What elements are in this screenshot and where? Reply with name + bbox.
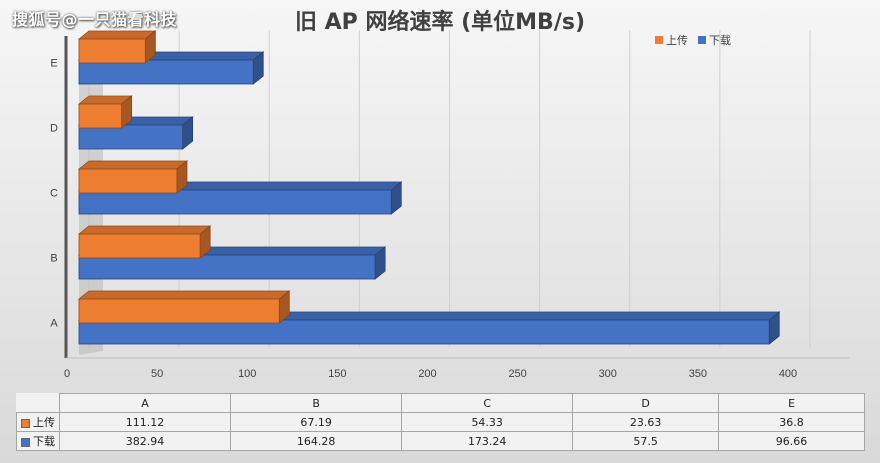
legend-label-download: 下载 — [709, 34, 731, 47]
y-tick-label: D — [50, 123, 58, 135]
data-table-cell: 111.12 — [58, 412, 232, 432]
data-table-row-download: 下载 382.94 164.28 173.24 57.5 96.66 — [16, 431, 865, 451]
x-tick-label: 50 — [151, 368, 163, 380]
watermark: 搜狐号@一只猫看科技 — [12, 10, 178, 29]
data-table-cell: 57.5 — [572, 431, 720, 451]
bar-upload — [78, 38, 146, 64]
legend: 上传 下载 — [655, 32, 731, 48]
x-tick-label: 0 — [64, 368, 70, 380]
bar-upload — [78, 168, 178, 194]
bar-top-face — [77, 225, 212, 235]
x-tick-label: 300 — [599, 368, 617, 380]
bar-download — [78, 189, 392, 215]
data-table-header: D — [572, 393, 720, 413]
data-table-cell: 67.19 — [230, 412, 403, 432]
chart-title: 旧 AP 网络速率 (单位MB/s) — [294, 10, 586, 35]
row-swatch-download — [21, 437, 30, 447]
bar-top-face — [77, 160, 189, 170]
data-table-corner — [16, 393, 60, 413]
data-table-header: C — [401, 393, 574, 413]
bar-download — [78, 319, 770, 345]
bar-upload — [78, 298, 280, 324]
row-label-download: 下载 — [33, 435, 55, 448]
x-tick-label: 150 — [328, 368, 346, 380]
row-swatch-upload — [21, 418, 30, 428]
legend-item-upload: 上传 — [655, 32, 688, 48]
data-table-row-label: 上传 — [16, 412, 60, 432]
data-table: A B C D E 上传 111.12 67.19 54.33 23.63 36… — [16, 393, 865, 451]
bar-upload — [78, 103, 122, 129]
data-table-header: B — [230, 393, 403, 413]
y-tick-label: C — [50, 188, 58, 200]
data-table-cell: 382.94 — [58, 431, 232, 451]
y-tick-label: A — [50, 318, 58, 330]
data-table-header-row: A B C D E — [16, 393, 865, 413]
data-table-header: A — [58, 393, 232, 413]
y-tick-label: E — [50, 58, 57, 70]
legend-swatch-upload — [655, 36, 663, 44]
data-table-cell: 54.33 — [401, 412, 574, 432]
bar-top-face — [77, 290, 291, 300]
data-table-cell: 23.63 — [572, 412, 720, 432]
data-table-row-upload: 上传 111.12 67.19 54.33 23.63 36.8 — [16, 412, 865, 432]
data-table-header: E — [718, 393, 865, 413]
row-label-upload: 上传 — [33, 416, 55, 429]
x-tick-label: 100 — [238, 368, 256, 380]
x-tick-label: 200 — [418, 368, 436, 380]
data-table-cell: 36.8 — [718, 412, 865, 432]
legend-swatch-download — [698, 36, 706, 44]
legend-label-upload: 上传 — [666, 34, 688, 47]
bar-download — [78, 254, 376, 280]
legend-item-download: 下载 — [698, 32, 731, 48]
x-tick-label: 350 — [689, 368, 707, 380]
x-tick-label: 250 — [508, 368, 526, 380]
bar-upload — [78, 233, 201, 259]
x-tick-label: 400 — [779, 368, 797, 380]
bar-download — [78, 59, 254, 85]
data-table-cell: 96.66 — [718, 431, 865, 451]
data-table-cell: 164.28 — [230, 431, 403, 451]
bar-download — [78, 124, 184, 150]
data-table-cell: 173.24 — [401, 431, 574, 451]
data-table-row-label: 下载 — [16, 431, 60, 451]
y-tick-label: B — [50, 253, 57, 265]
